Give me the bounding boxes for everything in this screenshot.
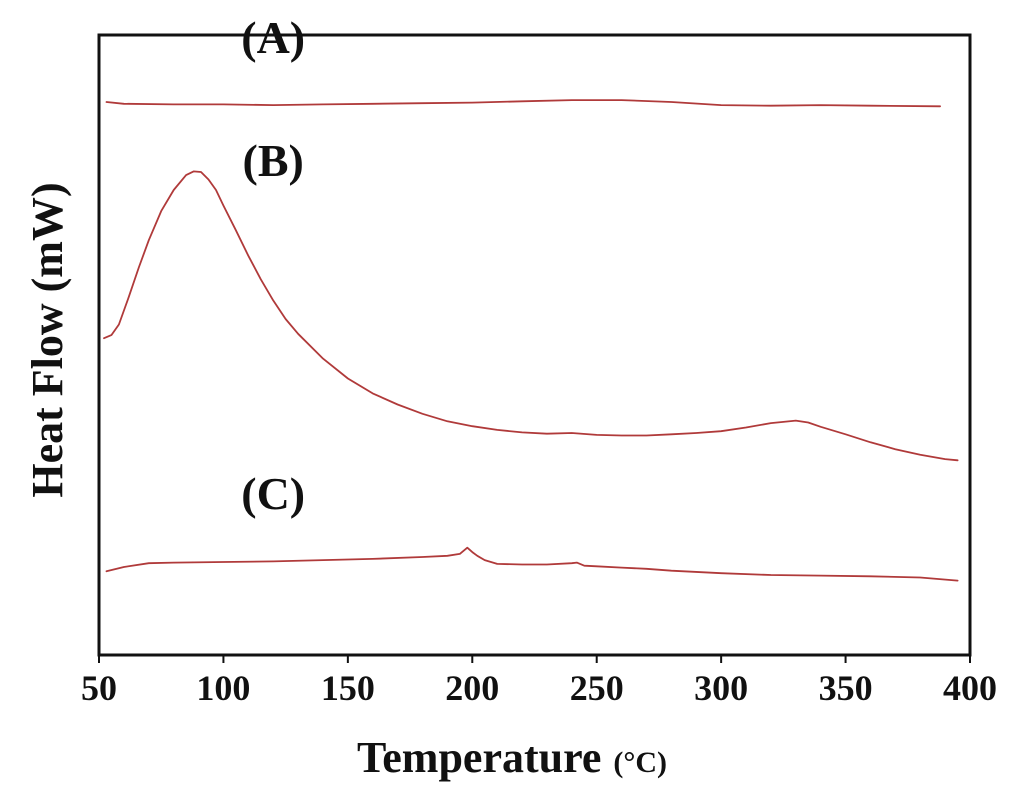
plot-frame [97,33,972,657]
x-tick-label-200: 200 [445,668,499,708]
x-tick-label-250: 250 [570,668,624,708]
x-tick-label-300: 300 [694,668,748,708]
series-lines [103,99,959,582]
x-tick-label-150: 150 [321,668,375,708]
series-line-b [103,170,959,462]
x-tick-label-50: 50 [81,668,117,708]
x-tick-label-100: 100 [196,668,250,708]
series-label-a: (A) [241,12,305,63]
x-axis-ticks [98,655,971,663]
series-line-a [105,99,941,108]
y-axis-title: Heat Flow (mW) [23,182,72,497]
series-label-c: (C) [241,468,305,519]
x-tick-label-350: 350 [819,668,873,708]
series-label-b: (B) [243,135,304,186]
x-axis-tick-labels: 50 100 150 200 250 300 350 400 [81,668,997,708]
x-axis-title: Temperature (°C) [357,733,667,782]
series-line-c [105,546,959,582]
x-tick-label-400: 400 [943,668,997,708]
series-labels: (A) (B) (C) [241,12,305,519]
